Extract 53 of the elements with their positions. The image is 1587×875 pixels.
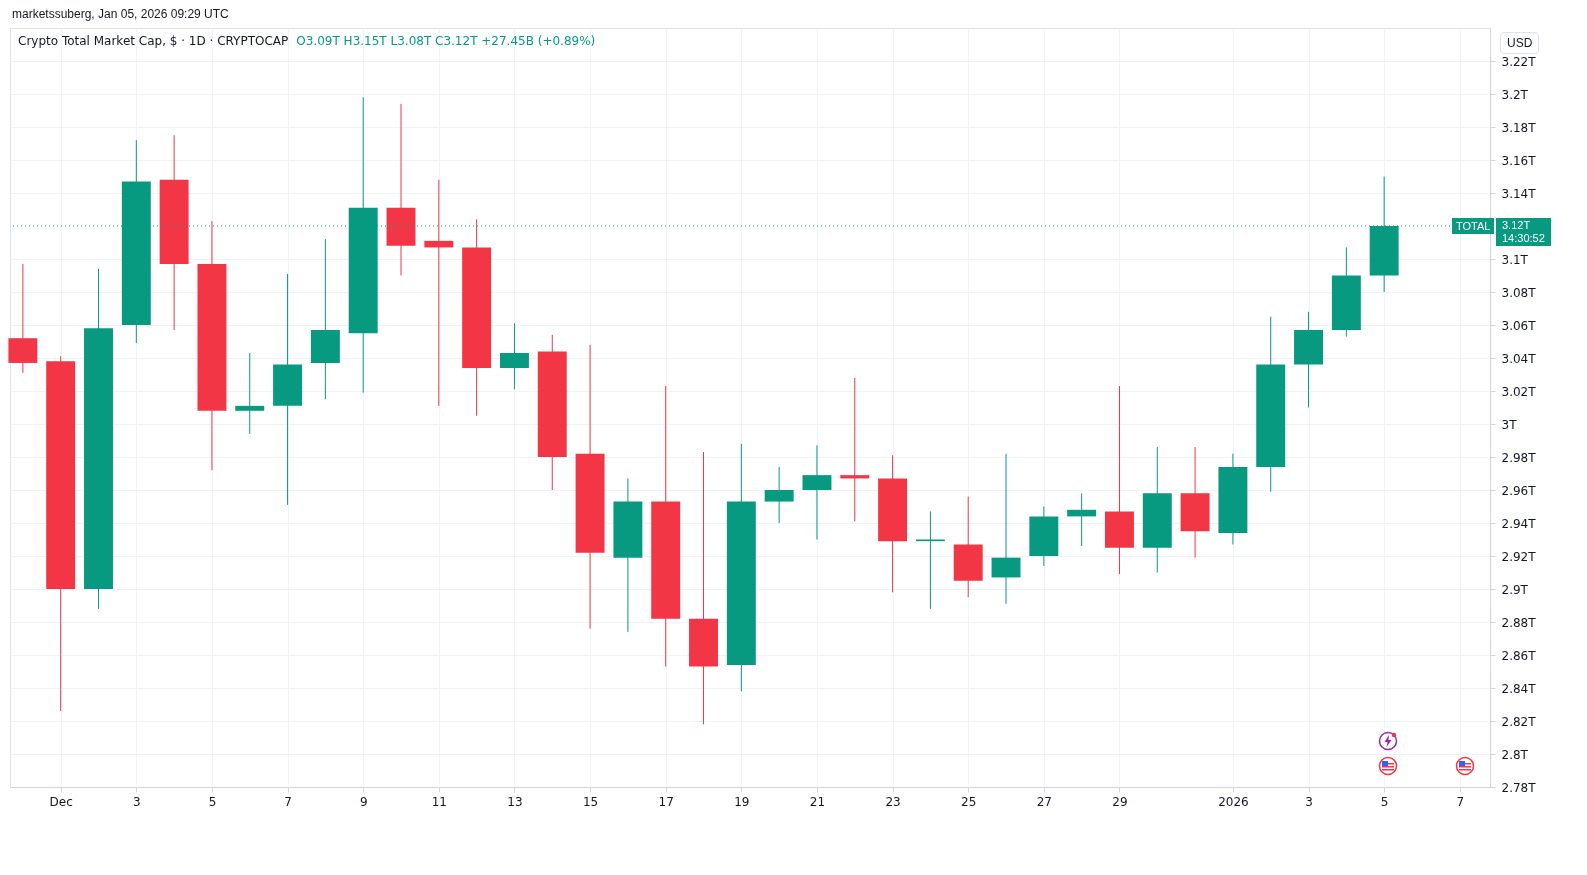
x-tick-label: 21 <box>809 794 826 809</box>
y-tick-label: 2.82T <box>1501 714 1537 729</box>
text: marketssuberg, Jan 05, 2026 09:29 UTC <box>12 7 229 21</box>
x-tick-label: 23 <box>885 794 901 809</box>
candlestick <box>424 179 454 407</box>
x-tick-label: 3 <box>133 794 141 809</box>
x-tick-label: 27 <box>1036 794 1052 809</box>
x-tick-label: 2026 <box>1218 794 1249 809</box>
x-tick-label: 3 <box>1305 794 1313 809</box>
x-tick-label: Dec <box>49 794 73 809</box>
y-tick-label: 3.14T <box>1501 186 1537 201</box>
y-tick-label: 3.06T <box>1501 318 1537 333</box>
candlestick <box>235 352 265 435</box>
y-tick-label: 3.18T <box>1501 120 1537 135</box>
y-tick-label: 2.84T <box>1501 681 1537 696</box>
y-tick-label: 2.96T <box>1501 483 1537 498</box>
y-tick-label: 2.78T <box>1501 780 1537 795</box>
y-tick-label: 3.16T <box>1501 153 1537 168</box>
text: O3.09T H3.15T L3.08T C3.12T +27.45B (+0.89%) <box>296 34 596 48</box>
x-tick-label: 7 <box>284 794 292 809</box>
y-tick-label: 3.1T <box>1501 252 1529 267</box>
text: USD <box>1500 32 1540 54</box>
candlestick <box>991 453 1021 605</box>
y-tick-label: 3T <box>1501 417 1518 432</box>
y-tick-label: 2.92T <box>1501 549 1537 564</box>
text: 14:30:52 <box>1502 232 1545 244</box>
x-tick-label: 7 <box>1456 794 1465 809</box>
y-tick-label: 2.98T <box>1501 450 1537 465</box>
x-tick-label: 9 <box>359 794 368 809</box>
y-tick-label: 2.8T <box>1501 747 1529 762</box>
y-tick-label: 2.94T <box>1501 516 1537 531</box>
x-tick-label: 25 <box>961 794 977 809</box>
x-tick-label: 19 <box>734 794 750 809</box>
x-tick-label: 15 <box>582 794 599 809</box>
y-tick-label: 2.88T <box>1501 615 1537 630</box>
x-tick-label: 11 <box>431 794 447 809</box>
y-tick-label: 3.02T <box>1501 384 1537 399</box>
candlestick <box>840 377 870 522</box>
x-tick-label: 13 <box>507 794 523 809</box>
x-tick-label: 29 <box>1112 794 1128 809</box>
ref-line-label: TOTAL <box>1452 218 1495 234</box>
y-tick-label: 3.22T <box>1501 54 1537 69</box>
x-tick-label: 17 <box>658 794 674 809</box>
y-tick-label: 3.08T <box>1501 285 1537 300</box>
x-tick-label: 5 <box>1380 794 1389 809</box>
y-tick-label: 2.86T <box>1501 648 1537 663</box>
text: 3.12T <box>1502 219 1531 231</box>
x-tick-label: 5 <box>208 794 217 809</box>
text: Crypto Total Market Cap, $ · 1D · CRYPTOCAP <box>18 34 289 48</box>
y-tick-label: 2.9T <box>1501 582 1529 597</box>
candlestick <box>1067 492 1097 547</box>
y-tick-label: 3.2T <box>1501 87 1529 102</box>
y-tick-label: 3.04T <box>1501 351 1537 366</box>
